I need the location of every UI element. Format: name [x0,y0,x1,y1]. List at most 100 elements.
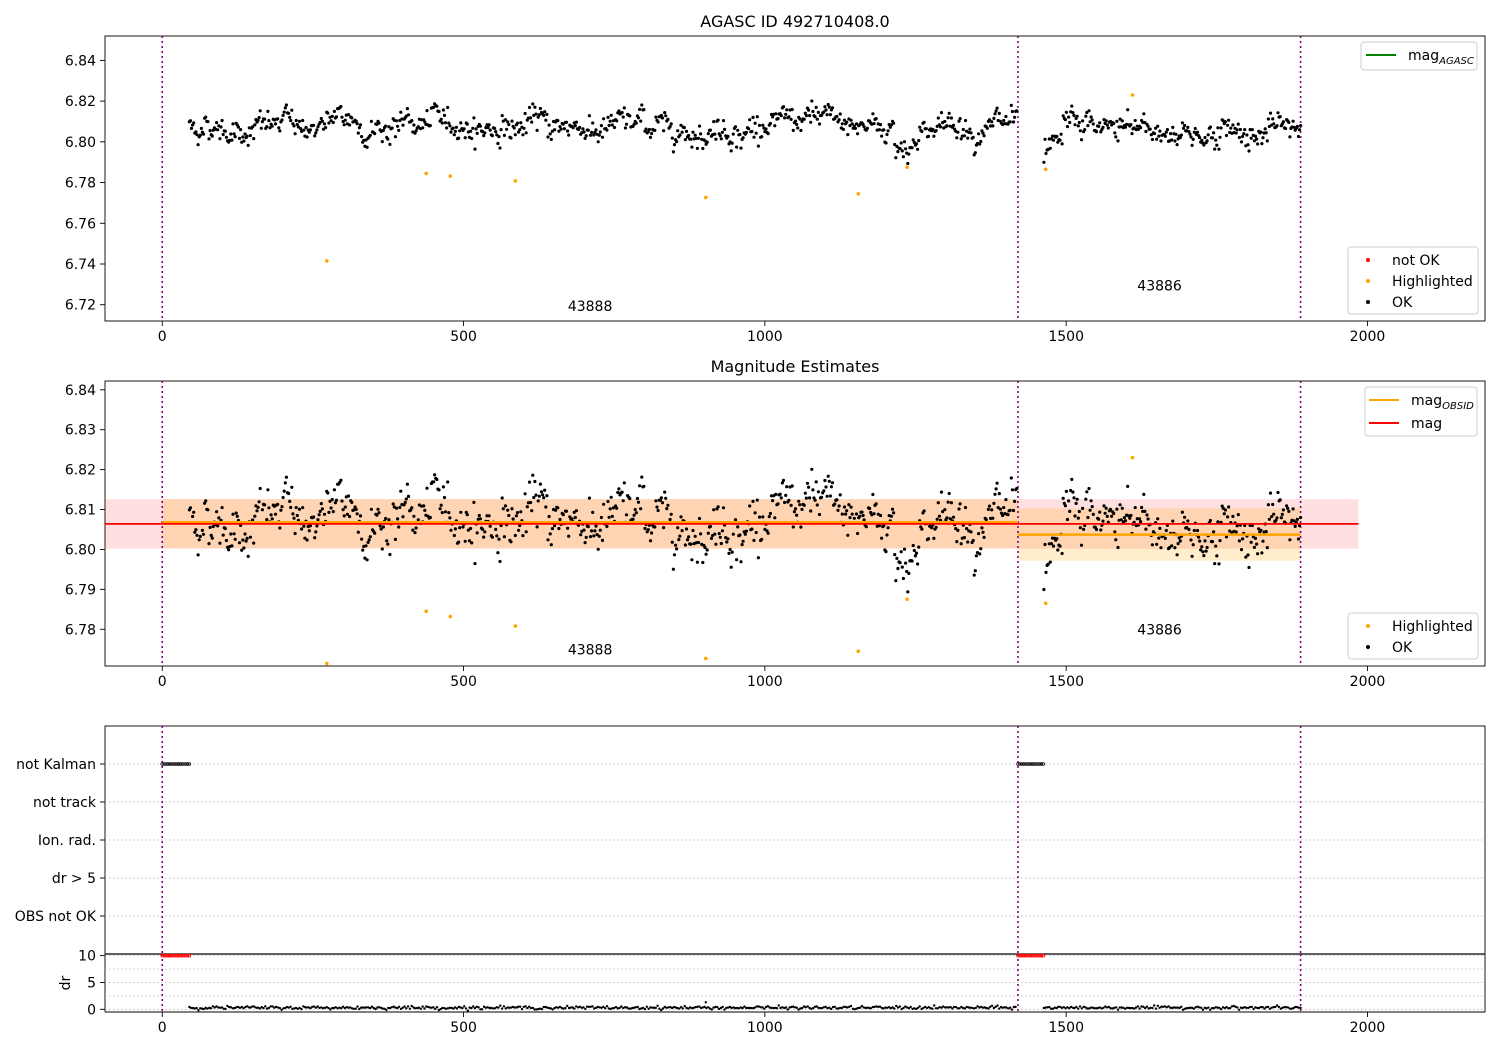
dr-point [658,1007,661,1010]
dr-point [1299,1006,1302,1010]
dr-point [397,1005,401,1008]
dr-point [229,1006,233,1009]
ok-point [340,499,344,503]
ok-point [1215,143,1219,147]
dr-point [1005,1006,1008,1009]
ok-point [535,128,539,132]
ok-point [220,506,224,510]
ok-point [900,565,904,569]
ok-point [595,533,599,537]
ok-point [973,151,977,155]
ok-point [1084,114,1088,118]
ok-point [947,111,951,115]
dr-point [985,1006,988,1010]
dr-point [1218,1006,1221,1010]
ok-point [396,517,400,521]
ok-point [449,130,453,134]
dr-point [589,1005,592,1008]
ok-point [590,529,594,533]
ok-point [1191,137,1195,141]
ok-point [538,482,543,486]
legend-point-swatch [1366,300,1370,304]
ok-point [472,500,476,504]
dr-point [963,1007,967,1010]
dr-point [1064,1007,1067,1010]
flag-point [165,762,170,766]
ok-point [1224,535,1229,539]
ok-point [1157,536,1161,540]
ok-point [251,518,255,522]
ok-point [259,126,263,130]
ok-point [1268,491,1273,495]
dr-point [681,1007,685,1010]
ok-point [377,121,381,125]
ok-point [918,125,922,129]
highlighted-point [704,656,708,661]
ok-point [1186,519,1190,523]
dr-point [247,1006,251,1009]
dr-clipped-point [160,953,165,958]
ok-point [986,507,991,511]
ok-point [938,125,943,129]
ok-point [453,527,457,531]
ok-point [962,134,967,138]
ok-point [827,479,831,483]
dr-clipped-point [173,953,177,958]
dr-point [636,1005,639,1009]
dr-point [538,1007,542,1010]
ok-point [1043,542,1047,547]
ok-point [1189,538,1193,542]
ok-point [774,492,778,496]
ok-point [1288,135,1292,139]
ok-point [313,536,317,540]
ok-point [588,535,593,539]
ok-point [256,118,260,122]
ok-point [567,534,571,538]
ok-point [1091,122,1095,126]
ok-point [302,128,306,132]
dr-point [998,1007,1001,1010]
dr-point [238,1006,242,1010]
ok-point [256,505,260,509]
ok-point [224,135,228,139]
ok-point [463,136,467,140]
dr-point [491,1007,495,1010]
ok-point [367,538,371,542]
dr-point [620,1005,623,1008]
dr-point [497,1006,500,1009]
ok-point [682,126,686,130]
ok-point [1248,128,1252,132]
dr-point [280,1008,283,1011]
dr-point [1066,1006,1069,1009]
ok-point [1097,124,1101,128]
ok-point [1223,508,1227,512]
ok-point [301,506,305,510]
ok-point [1280,512,1284,517]
ok-point [691,528,695,533]
ok-point [602,502,606,506]
dr-point [1073,1006,1076,1010]
ok-point [714,542,718,546]
ok-point [791,525,795,529]
ok-point [357,126,361,130]
dr-point [1259,1005,1263,1009]
ok-point [837,504,841,508]
dr-point [544,1005,547,1009]
x-tick-label: 0 [158,1020,167,1036]
dr-point [942,1005,945,1008]
ok-point [607,515,611,519]
dr-point [1270,1006,1273,1009]
ok-point [277,126,281,130]
ok-point [289,505,293,510]
ok-point [1069,488,1073,493]
ok-point [939,490,944,494]
ok-point [592,534,596,538]
dr-point [893,1007,896,1010]
ok-point [1192,528,1196,533]
ok-point [380,140,384,144]
ok-point [466,528,470,532]
ok-point [198,133,202,137]
dr-point [414,1007,417,1010]
ok-point [361,548,365,552]
ok-point [469,129,473,133]
